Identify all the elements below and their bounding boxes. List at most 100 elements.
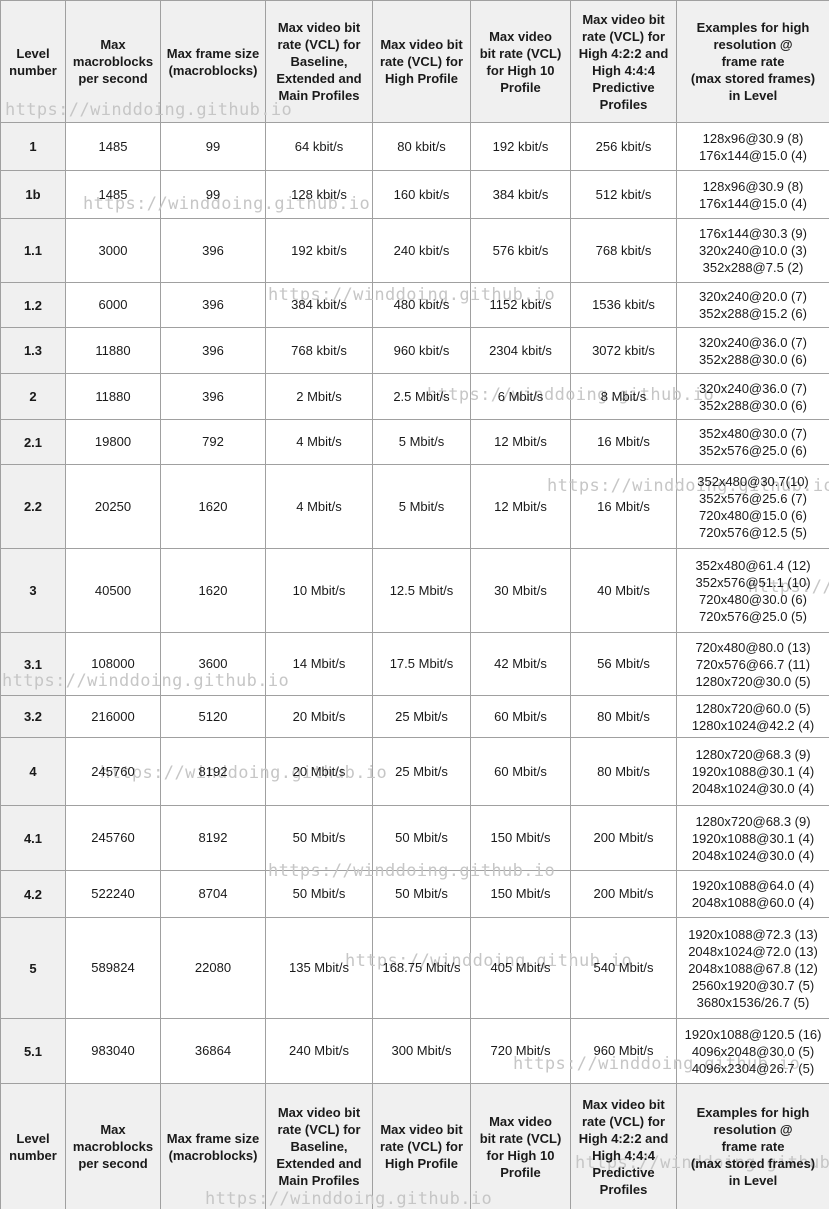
cell-max-macroblocks: 11880 bbox=[65, 327, 161, 374]
cell-value: 20 Mbit/s bbox=[292, 763, 346, 779]
example-line: 1280x720@68.3 (9) bbox=[695, 747, 811, 762]
cell-value: 245760 bbox=[91, 763, 135, 779]
level-number: 1b bbox=[25, 187, 41, 202]
cell-max-macroblocks: 1485 bbox=[65, 170, 161, 219]
level-cell: 4 bbox=[0, 737, 66, 806]
table-row: 3 40500 1620 10 Mbit/s 12.5 Mbit/s 30 Mbit/s 4… bbox=[0, 548, 829, 633]
level-cell: 5.1 bbox=[0, 1018, 66, 1084]
column-header-label: Level number bbox=[9, 45, 57, 78]
example-line: 1920x1088@120.5 (16) bbox=[684, 1026, 822, 1042]
column-header-label: Max macroblocks per second bbox=[72, 37, 154, 86]
cell-bitrate-baseline-extended-main: 14 Mbit/s bbox=[265, 632, 373, 696]
cell-max-macroblocks: 522240 bbox=[65, 870, 161, 918]
cell-value: 384 kbit/s bbox=[492, 186, 549, 202]
cell-value: 396 bbox=[202, 297, 224, 312]
column-header: Examples for high resolution @ frame rat… bbox=[676, 0, 829, 123]
example-line: 320x240@10.0 (3) bbox=[699, 243, 807, 258]
cell-value: 768 kbit/s bbox=[291, 342, 347, 358]
example-line: 352x576@25.6 (7) bbox=[699, 490, 807, 506]
level-number: 2.1 bbox=[23, 434, 43, 450]
cell-value: 25 Mbit/s bbox=[395, 708, 448, 724]
cell-bitrate-baseline-extended-main: 20 Mbit/s bbox=[265, 737, 373, 806]
cell-value: 150 Mbit/s bbox=[490, 830, 551, 845]
cell-bitrate-baseline-extended-main: 128 kbit/s bbox=[265, 170, 373, 219]
column-header: Level number bbox=[0, 0, 66, 123]
column-header: Max video bit rate (VCL) for High 10 Pro… bbox=[470, 1083, 571, 1209]
table-row: 2.2 20250 1620 4 Mbit/s 5 Mbit/s 12 Mbit/s 16 … bbox=[0, 464, 829, 549]
cell-value: 576 kbit/s bbox=[492, 242, 549, 258]
examples-cell: 1920x1088@72.3 (13) 2048x1024@72.0 (13) 20… bbox=[676, 917, 829, 1019]
cell-value: 589824 bbox=[91, 960, 135, 975]
cell-value: 50 Mbit/s bbox=[292, 886, 346, 901]
examples-cell: 1280x720@60.0 (5) 1280x1024@42.2 (4) bbox=[676, 695, 829, 738]
example-line: 1280x720@30.0 (5) bbox=[695, 673, 811, 689]
level-number: 5.1 bbox=[23, 1043, 43, 1059]
cell-bitrate-high: 160 kbit/s bbox=[372, 170, 471, 219]
cell-value: 128 kbit/s bbox=[291, 186, 347, 202]
cell-value: 17.5 Mbit/s bbox=[389, 656, 454, 671]
table-row: 4 245760 8192 20 Mbit/s 25 Mbit/s 60 Mbit/s 80… bbox=[0, 737, 829, 806]
cell-bitrate-high422-444: 256 kbit/s bbox=[570, 122, 677, 171]
cell-value: 80 kbit/s bbox=[397, 138, 446, 154]
cell-value: 3600 bbox=[198, 656, 228, 671]
example-line: 4096x2304@26.7 (5) bbox=[691, 1060, 815, 1076]
cell-value: 36864 bbox=[194, 1043, 232, 1058]
example-line: 4096x2048@30.0 (5) bbox=[691, 1043, 815, 1059]
cell-bitrate-high: 240 kbit/s bbox=[372, 218, 471, 283]
cell-value: 1620 bbox=[198, 582, 228, 598]
examples-cell: 352x480@61.4 (12) 352x576@51.1 (10) 720x48… bbox=[676, 548, 829, 633]
table-body: 1 1485 99 64 kbit/s 80 kbit/s 192 kbit/s 256 k… bbox=[0, 122, 829, 1084]
cell-max-macroblocks: 6000 bbox=[65, 282, 161, 328]
example-line: 352x480@61.4 (12) bbox=[695, 557, 811, 573]
example-line: 320x240@36.0 (7) bbox=[699, 334, 807, 350]
cell-bitrate-high422-444: 200 Mbit/s bbox=[570, 870, 677, 918]
cell-bitrate-high10: 60 Mbit/s bbox=[470, 737, 571, 806]
cell-value: 16 Mbit/s bbox=[597, 498, 650, 514]
example-line: 720x576@25.0 (5) bbox=[699, 608, 807, 624]
cell-max-frame-size: 5120 bbox=[160, 695, 266, 738]
table-row: 5.1 983040 36864 240 Mbit/s 300 Mbit/s 720 Mb… bbox=[0, 1018, 829, 1084]
level-number: 4.2 bbox=[23, 886, 43, 902]
column-header-label: Max frame size (macroblocks) bbox=[166, 1130, 260, 1163]
cell-bitrate-high422-444: 8 Mbit/s bbox=[570, 373, 677, 420]
level-cell: 4.2 bbox=[0, 870, 66, 918]
level-number: 4.1 bbox=[23, 830, 43, 846]
cell-value: 240 kbit/s bbox=[393, 242, 450, 258]
cell-value: 64 kbit/s bbox=[294, 138, 344, 154]
level-number: 2 bbox=[29, 389, 37, 404]
cell-max-frame-size: 99 bbox=[160, 122, 266, 171]
cell-max-frame-size: 99 bbox=[160, 170, 266, 219]
table-row: 3.2 216000 5120 20 Mbit/s 25 Mbit/s 60 Mbit/s… bbox=[0, 695, 829, 738]
cell-max-frame-size: 22080 bbox=[160, 917, 266, 1019]
cell-max-frame-size: 8192 bbox=[160, 805, 266, 871]
cell-value: 80 Mbit/s bbox=[597, 763, 650, 779]
cell-bitrate-high: 5 Mbit/s bbox=[372, 464, 471, 549]
column-header-label: Max video bit rate (VCL) for Baseline, E… bbox=[276, 1105, 362, 1188]
table-row: 1.1 3000 396 192 kbit/s 240 kbit/s 576 kbit/s… bbox=[0, 218, 829, 283]
cell-value: 8704 bbox=[198, 886, 228, 901]
cell-bitrate-high: 80 kbit/s bbox=[372, 122, 471, 171]
cell-value: 960 Mbit/s bbox=[593, 1043, 654, 1058]
cell-value: 1152 kbit/s bbox=[489, 297, 552, 312]
cell-max-frame-size: 36864 bbox=[160, 1018, 266, 1084]
cell-value: 768 kbit/s bbox=[595, 242, 652, 258]
cell-bitrate-high422-444: 200 Mbit/s bbox=[570, 805, 677, 871]
level-cell: 2 bbox=[0, 373, 66, 420]
table-row: 1.3 11880 396 768 kbit/s 960 kbit/s 2304 kbit… bbox=[0, 327, 829, 374]
column-header: Max frame size (macroblocks) bbox=[160, 0, 266, 123]
example-line: 352x288@15.2 (6) bbox=[699, 306, 807, 321]
cell-value: 480 kbit/s bbox=[393, 297, 450, 312]
cell-bitrate-high: 50 Mbit/s bbox=[372, 805, 471, 871]
examples-cell: 320x240@20.0 (7) 352x288@15.2 (6) bbox=[676, 282, 829, 328]
cell-bitrate-high: 300 Mbit/s bbox=[372, 1018, 471, 1084]
level-number: 3.1 bbox=[23, 656, 43, 672]
example-line: 3680x1536/26.7 (5) bbox=[696, 994, 810, 1010]
cell-bitrate-high10: 720 Mbit/s bbox=[470, 1018, 571, 1084]
cell-value: 12 Mbit/s bbox=[494, 498, 547, 514]
table-header: Level number Max macroblocks per second Ma… bbox=[0, 0, 829, 123]
level-cell: 1.2 bbox=[0, 282, 66, 328]
cell-bitrate-baseline-extended-main: 135 Mbit/s bbox=[265, 917, 373, 1019]
table-row: 5 589824 22080 135 Mbit/s 168.75 Mbit/s 405 M… bbox=[0, 917, 829, 1019]
examples-cell: 1280x720@68.3 (9) 1920x1088@30.1 (4) 2048x… bbox=[676, 737, 829, 806]
